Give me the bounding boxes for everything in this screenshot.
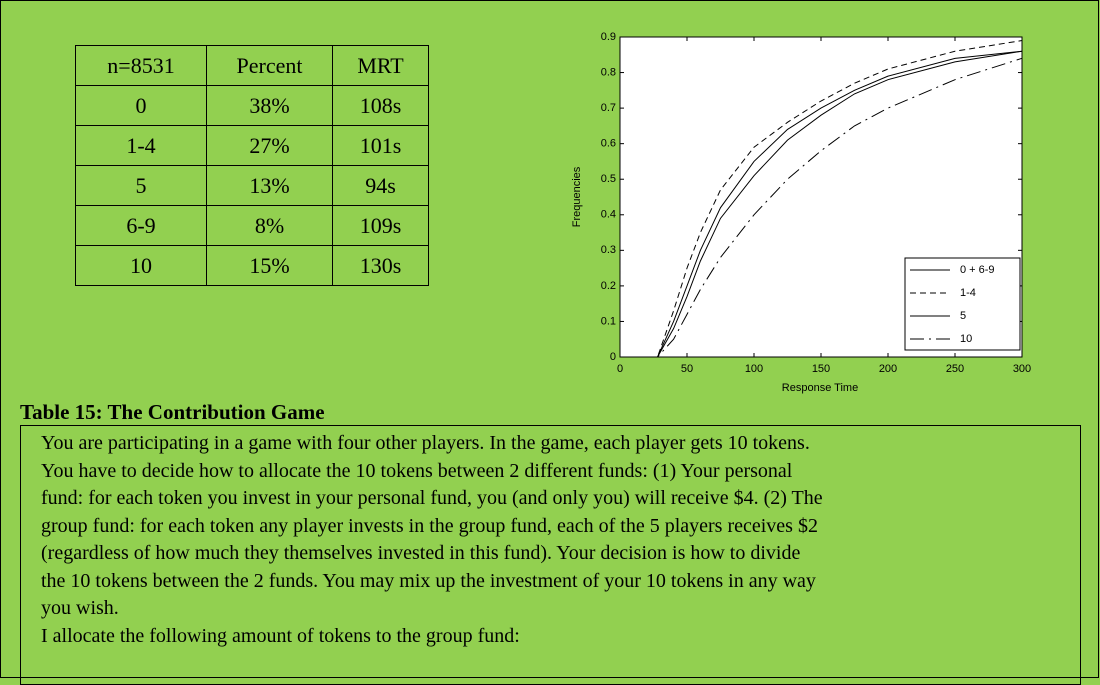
x-tick-label: 300 (1013, 363, 1031, 375)
table-cell: 130s (332, 245, 429, 286)
y-tick-label: 0.8 (601, 66, 616, 78)
x-tick-label: 250 (946, 363, 964, 375)
x-tick-label: 100 (745, 363, 763, 375)
table-header-row: n=8531 Percent MRT (75, 45, 429, 86)
x-tick-label: 150 (812, 363, 830, 375)
x-tick-label: 0 (617, 363, 623, 375)
y-tick-label: 0.6 (601, 138, 616, 150)
y-tick-label: 0.9 (601, 31, 616, 43)
series-line (620, 50, 1023, 358)
table-cell: 6-9 (75, 205, 207, 246)
x-tick-label: 200 (879, 363, 897, 375)
y-tick-label: 0.5 (601, 173, 616, 185)
prompt-line: You have to decide how to allocate the 1… (41, 459, 793, 482)
table-cell: 108s (332, 85, 429, 126)
caption: Table 15: The Contribution Game (20, 400, 325, 424)
prompt-line: group fund: for each token any player in… (41, 514, 818, 537)
prompt-line: you wish. (41, 597, 119, 619)
x-tick-label: 50 (681, 363, 693, 375)
table-cell: 101s (332, 125, 429, 166)
prompt-line: You are participating in a game with fou… (41, 432, 810, 454)
y-tick-label: 0 (610, 351, 616, 363)
table-cell: 109s (332, 205, 429, 246)
legend-label: 1-4 (960, 287, 976, 299)
prompt-line: the 10 tokens between the 2 funds. You m… (41, 569, 816, 592)
series-line (620, 40, 1023, 358)
table-cell: 15% (206, 245, 333, 286)
legend-box (904, 257, 1021, 351)
y-tick-label: 0.1 (601, 315, 616, 327)
prompt-line: (regardless of how much they themselves … (41, 542, 801, 564)
table-cell: 0 (75, 85, 207, 126)
prompt-box: You are participating in a game with fou… (20, 425, 1081, 685)
table-cell: 10 (75, 245, 207, 286)
prompt-line: I allocate the following amount of token… (41, 624, 520, 647)
y-axis-label: Frequencies (571, 166, 583, 227)
x-axis-label: Response Time (782, 382, 858, 394)
y-tick-label: 0.4 (601, 209, 616, 221)
series-line (620, 57, 1023, 358)
y-tick-label: 0.3 (601, 244, 616, 256)
chart: Response Time Frequencies 0 50 100 150 200 25… (571, 31, 1031, 394)
prompt-line: fund: for each token you invest in your … (41, 487, 823, 509)
header-cell: Percent (206, 45, 333, 86)
legend-label: 10 (960, 333, 972, 345)
table-cell: 94s (332, 165, 429, 206)
table-row: 6-9 8% 109s (75, 205, 429, 246)
table-cell: 5 (75, 165, 207, 206)
y-tick-label: 0.7 (601, 102, 616, 114)
series-line (620, 50, 1023, 358)
y-tick-label: 0.2 (601, 280, 616, 292)
legend-label: 0 + 6-9 (960, 264, 995, 276)
summary-table: n=8531 Percent MRT 0 38% 108s 1-4 27% 101s 5 13% 94… (75, 45, 429, 286)
table-cell: 1-4 (75, 125, 207, 166)
legend-label: 5 (960, 310, 966, 322)
table-row: 10 15% 130s (75, 245, 429, 286)
table-row: 1-4 27% 101s (75, 125, 429, 166)
header-cell: MRT (332, 45, 429, 86)
